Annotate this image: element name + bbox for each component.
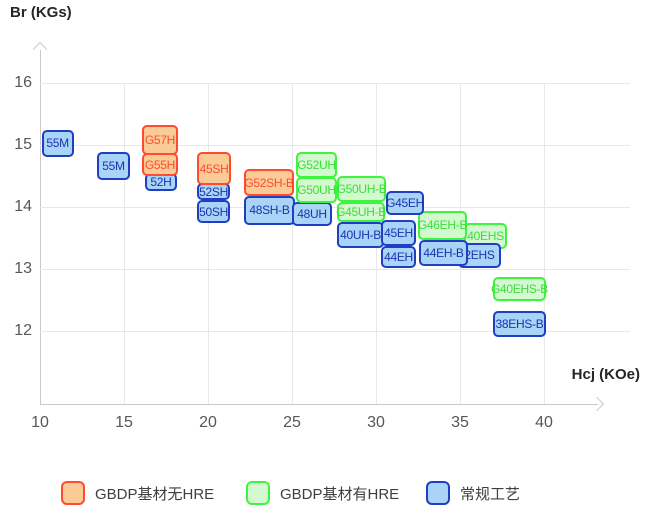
y-axis-arrow-icon [32,41,48,57]
x-axis-arrow-icon [589,396,605,412]
legend-item-gbdp-hre[interactable]: GBDP基材有HRE [246,481,399,505]
grade-box[interactable]: 38EHS-B [492,311,546,338]
x-tick-label: 40 [535,414,553,431]
grade-box[interactable]: 55M [41,129,74,158]
x-tick-label: 25 [283,414,301,431]
legend-label: GBDP基材无HRE [95,485,215,503]
gridline-horizontal [40,207,630,208]
grade-box[interactable]: G45EH [386,190,424,216]
y-tick-label: 12 [14,322,32,339]
y-tick-label: 15 [14,136,32,153]
gridline-vertical [124,83,125,404]
gridline-horizontal [40,83,630,84]
legend-swatch-orange [61,481,85,505]
grade-box[interactable]: 55M [97,152,130,181]
plot-area: 16 15 14 13 12 10 15 20 25 30 35 40 55M 55M 52H G55H G57… [14,41,630,431]
gridline-horizontal [40,269,630,270]
grade-box[interactable]: G52UH [296,151,338,178]
legend: GBDP基材无HRE GBDP基材有HRE 常规工艺 [0,481,645,507]
grade-box[interactable]: G52SH-B [243,169,294,196]
y-tick-label: 13 [14,260,32,277]
legend-item-conventional[interactable]: 常规工艺 [426,481,520,505]
gridline-vertical [292,83,293,404]
grade-box[interactable]: 50SH [197,200,230,224]
grade-box[interactable]: G46EH-B [418,210,467,240]
y-tick-label: 14 [14,198,32,215]
grade-box[interactable]: 52SH [197,182,230,201]
grade-box[interactable]: 44EH-B [419,239,469,266]
x-tick-label: 30 [367,414,385,431]
x-tick-label: 10 [31,414,49,431]
legend-label: 常规工艺 [460,485,521,503]
gridline-vertical [208,83,209,404]
grade-box[interactable]: G50UH [296,177,338,204]
grade-box[interactable]: 48SH-B [243,195,295,225]
x-tick-label: 35 [451,414,469,431]
y-axis-title: Br (KGs) [10,4,72,21]
y-axis-line [40,50,41,404]
grade-box[interactable]: 40UH-B [337,221,385,248]
x-axis-line [40,404,598,405]
grade-box[interactable]: 45SH [197,152,231,186]
grade-box[interactable]: G40EHS-B [491,277,548,302]
grade-box[interactable]: G45UH-B [336,202,386,222]
legend-swatch-blue [426,481,450,505]
grade-box[interactable]: 45EH [381,220,416,247]
gridline-vertical [544,83,545,404]
grade-box[interactable]: G55H [141,153,178,176]
y-tick-label: 16 [14,74,32,91]
grade-box[interactable]: G50UH-B [337,176,387,203]
grade-box[interactable]: 44EH [381,246,416,268]
x-tick-label: 15 [115,414,133,431]
gridline-horizontal [40,145,630,146]
gridline-horizontal [40,331,630,332]
legend-label: GBDP基材有HRE [280,485,400,503]
legend-item-gbdp-no-hre[interactable]: GBDP基材无HRE [61,481,214,505]
grade-box[interactable]: G57H [141,125,178,155]
legend-swatch-green [246,481,270,505]
x-tick-label: 20 [199,414,217,431]
grade-box[interactable]: 48UH [292,202,332,227]
x-axis-title: Hcj (KOe) [571,366,640,383]
